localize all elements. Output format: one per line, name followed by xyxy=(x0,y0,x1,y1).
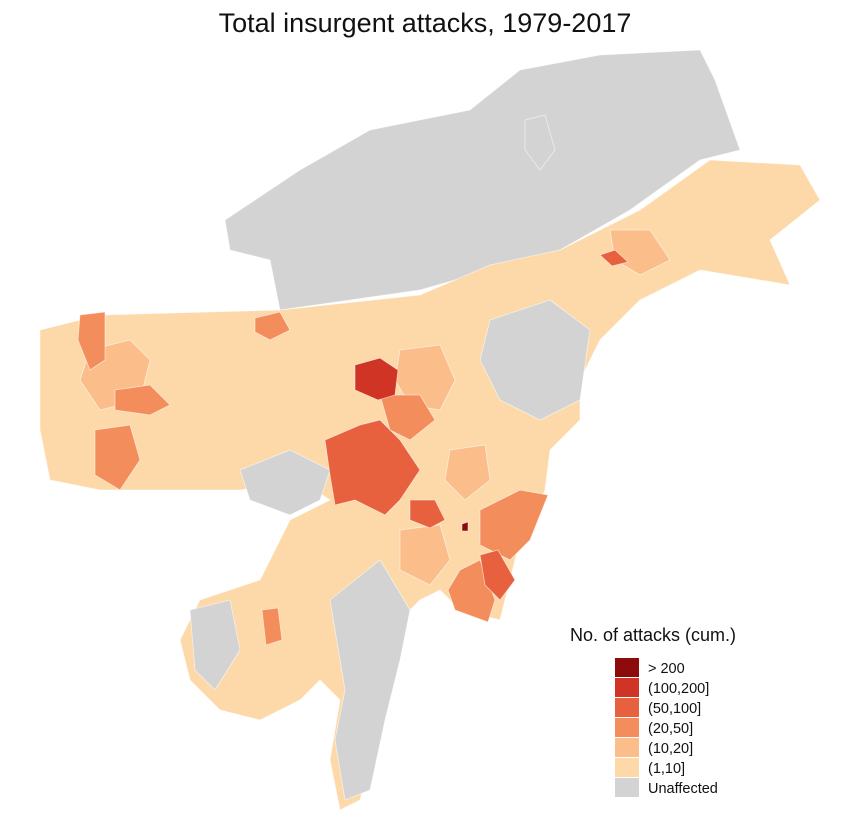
legend: > 200 (100,200] (50,100] (20,50] (10,20] (1,1… xyxy=(615,658,718,797)
legend-swatch xyxy=(615,738,639,757)
legend-swatch xyxy=(615,778,639,797)
region xyxy=(379,394,436,441)
region xyxy=(479,489,549,561)
region xyxy=(189,599,241,691)
legend-swatch xyxy=(615,758,639,777)
legend-swatch xyxy=(615,698,639,717)
region xyxy=(254,311,291,341)
region xyxy=(94,424,141,491)
region xyxy=(324,419,421,516)
legend-label: (20,50] xyxy=(648,721,693,737)
region xyxy=(599,249,629,267)
map xyxy=(39,49,821,811)
region xyxy=(329,559,411,801)
legend-label: (1,10] xyxy=(648,761,685,777)
region xyxy=(444,444,491,501)
region xyxy=(479,299,591,421)
legend-label: Unaffected xyxy=(648,781,718,797)
legend-label: (10,20] xyxy=(648,741,693,757)
legend-swatch xyxy=(615,678,639,697)
region xyxy=(77,311,106,371)
region xyxy=(479,549,516,601)
region xyxy=(524,114,556,171)
region xyxy=(409,499,446,529)
legend-label: (50,100] xyxy=(648,701,701,717)
legend-title: No. of attacks (cum.) xyxy=(570,625,736,645)
legend-swatch xyxy=(615,658,639,677)
legend-swatch xyxy=(615,718,639,737)
region xyxy=(114,384,171,416)
region xyxy=(239,449,331,516)
region xyxy=(354,357,399,401)
legend-label: > 200 xyxy=(648,661,685,677)
region xyxy=(261,607,283,646)
map-title: Total insurgent attacks, 1979-2017 xyxy=(219,8,632,38)
legend-label: (100,200] xyxy=(648,681,709,697)
region xyxy=(461,521,469,532)
